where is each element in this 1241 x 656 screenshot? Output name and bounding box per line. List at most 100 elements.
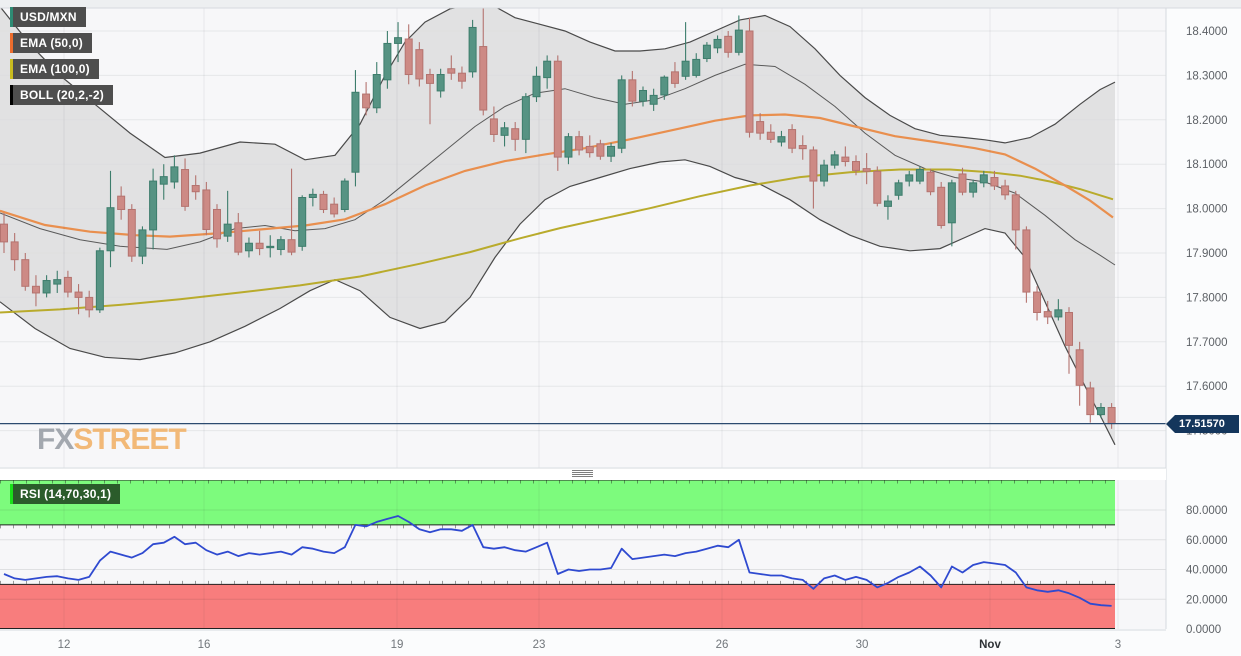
candle-body <box>351 91 360 173</box>
candle-body <box>362 93 371 109</box>
candle-body <box>1075 349 1084 386</box>
candle-body <box>479 46 488 111</box>
time-tick-label: 12 <box>58 639 71 651</box>
candle-body <box>756 121 765 134</box>
candle-body <box>319 193 328 210</box>
candle-body <box>394 37 403 44</box>
rsi-line <box>3 515 1112 607</box>
price-tick-label: 18.4000 <box>1186 26 1228 38</box>
candle-body <box>702 44 711 60</box>
rsi-tick-label: 80.0000 <box>1186 505 1228 517</box>
rsi-tick-label: 60.0000 <box>1186 535 1228 547</box>
candle-body <box>457 72 466 82</box>
candle-body <box>436 74 445 92</box>
candle-body <box>85 296 94 311</box>
candle-body <box>958 173 967 193</box>
price-tick-label: 18.0000 <box>1186 204 1228 216</box>
rsi-tick-label: 20.0000 <box>1186 594 1228 606</box>
rsi-tick-label: 0.0000 <box>1186 624 1221 636</box>
candle-body <box>404 38 413 76</box>
candle-body <box>106 207 115 252</box>
candle-body <box>1065 311 1073 346</box>
candle-body <box>969 182 978 193</box>
candle-body <box>660 76 669 96</box>
handle-line <box>572 472 593 473</box>
candle-body <box>809 149 818 182</box>
candle-body <box>947 182 956 224</box>
time-tick-label: Nov <box>979 639 1001 651</box>
price-tick-label: 18.1000 <box>1186 159 1228 171</box>
rsi-legend-label: RSI (14,70,30,1) <box>20 487 112 501</box>
candle-body <box>31 285 40 294</box>
price-tick-label: 18.3000 <box>1186 70 1228 82</box>
pane-resize-handle[interactable] <box>572 470 593 477</box>
candlestick-series[interactable] <box>0 2 1116 429</box>
handle-line <box>572 476 593 477</box>
candle-body <box>159 176 168 185</box>
candle-body <box>1086 387 1095 416</box>
candle-body <box>766 131 775 140</box>
candle-body <box>777 136 786 143</box>
candle-body <box>255 242 264 250</box>
candle-body <box>191 185 200 193</box>
legend-boll[interactable]: BOLL (20,2,-2) <box>10 85 113 105</box>
fxstreet-watermark: FXSTREET <box>37 423 187 457</box>
boll-color-swatch <box>10 85 13 105</box>
candle-body <box>202 189 211 230</box>
rsi-oversold-zone <box>0 584 1115 629</box>
candle-body <box>298 197 307 247</box>
candle-body <box>74 291 83 298</box>
candle-body <box>244 242 253 252</box>
candle-body <box>564 136 573 158</box>
candle-body <box>426 74 434 84</box>
candle-body <box>330 203 339 215</box>
bollinger-fill <box>0 8 1115 445</box>
candle-body <box>308 193 317 198</box>
candle-body <box>181 169 190 207</box>
ema100-color-swatch <box>10 59 13 79</box>
rsi-overbought-zone <box>0 480 1115 525</box>
handle-line <box>572 474 593 475</box>
candle-body <box>575 136 584 151</box>
candle-body <box>670 71 679 84</box>
candle-body <box>1096 407 1105 416</box>
legend-ema50[interactable]: EMA (50,0) <box>10 33 92 53</box>
candle-body <box>266 245 275 249</box>
candle-body <box>596 143 605 157</box>
main-chart-legend: USD/MXN EMA (50,0) EMA (100,0) BOLL (20,… <box>10 7 113 111</box>
candle-body <box>788 129 797 149</box>
time-tick-label: 30 <box>856 639 869 651</box>
candle-body <box>692 58 701 76</box>
candle-body <box>521 96 530 140</box>
legend-ema100[interactable]: EMA (100,0) <box>10 59 99 79</box>
last-price-value: 17.51570 <box>1179 418 1225 430</box>
candle-body <box>234 222 243 253</box>
candle-body <box>883 200 892 207</box>
candle-body <box>10 241 19 261</box>
price-axis-labels: 18.4000 18.3000 18.2000 18.1000 18.0000 17.90… <box>1186 26 1228 438</box>
candle-body <box>798 145 807 150</box>
rsi-pane <box>0 480 1166 629</box>
rsi-legend[interactable]: RSI (14,70,30,1) <box>10 484 121 504</box>
rsi-axis-labels: 80.0000 60.0000 40.0000 20.0000 0.0000 <box>1186 505 1228 636</box>
price-tick-label: 17.9000 <box>1186 248 1228 260</box>
usdmxn-color-swatch <box>10 7 13 27</box>
legend-usdmxn[interactable]: USD/MXN <box>10 7 86 27</box>
ema50-color-swatch <box>10 33 13 53</box>
candle-body <box>117 195 126 210</box>
bollinger-lower-line <box>0 159 1116 446</box>
candle-body <box>734 29 743 53</box>
ema50-line <box>0 113 1114 238</box>
time-tick-label: 26 <box>716 639 729 651</box>
top-strip <box>0 0 1241 8</box>
rsi-color-swatch <box>10 484 13 504</box>
legend-ema50-label: EMA (50,0) <box>20 36 83 50</box>
candle-body <box>1043 311 1052 318</box>
candle-body <box>820 164 829 182</box>
time-tick-label: 3 <box>1115 639 1121 651</box>
candle-body <box>468 26 477 73</box>
watermark-fx: FX <box>37 423 74 456</box>
candle-body <box>894 182 903 196</box>
